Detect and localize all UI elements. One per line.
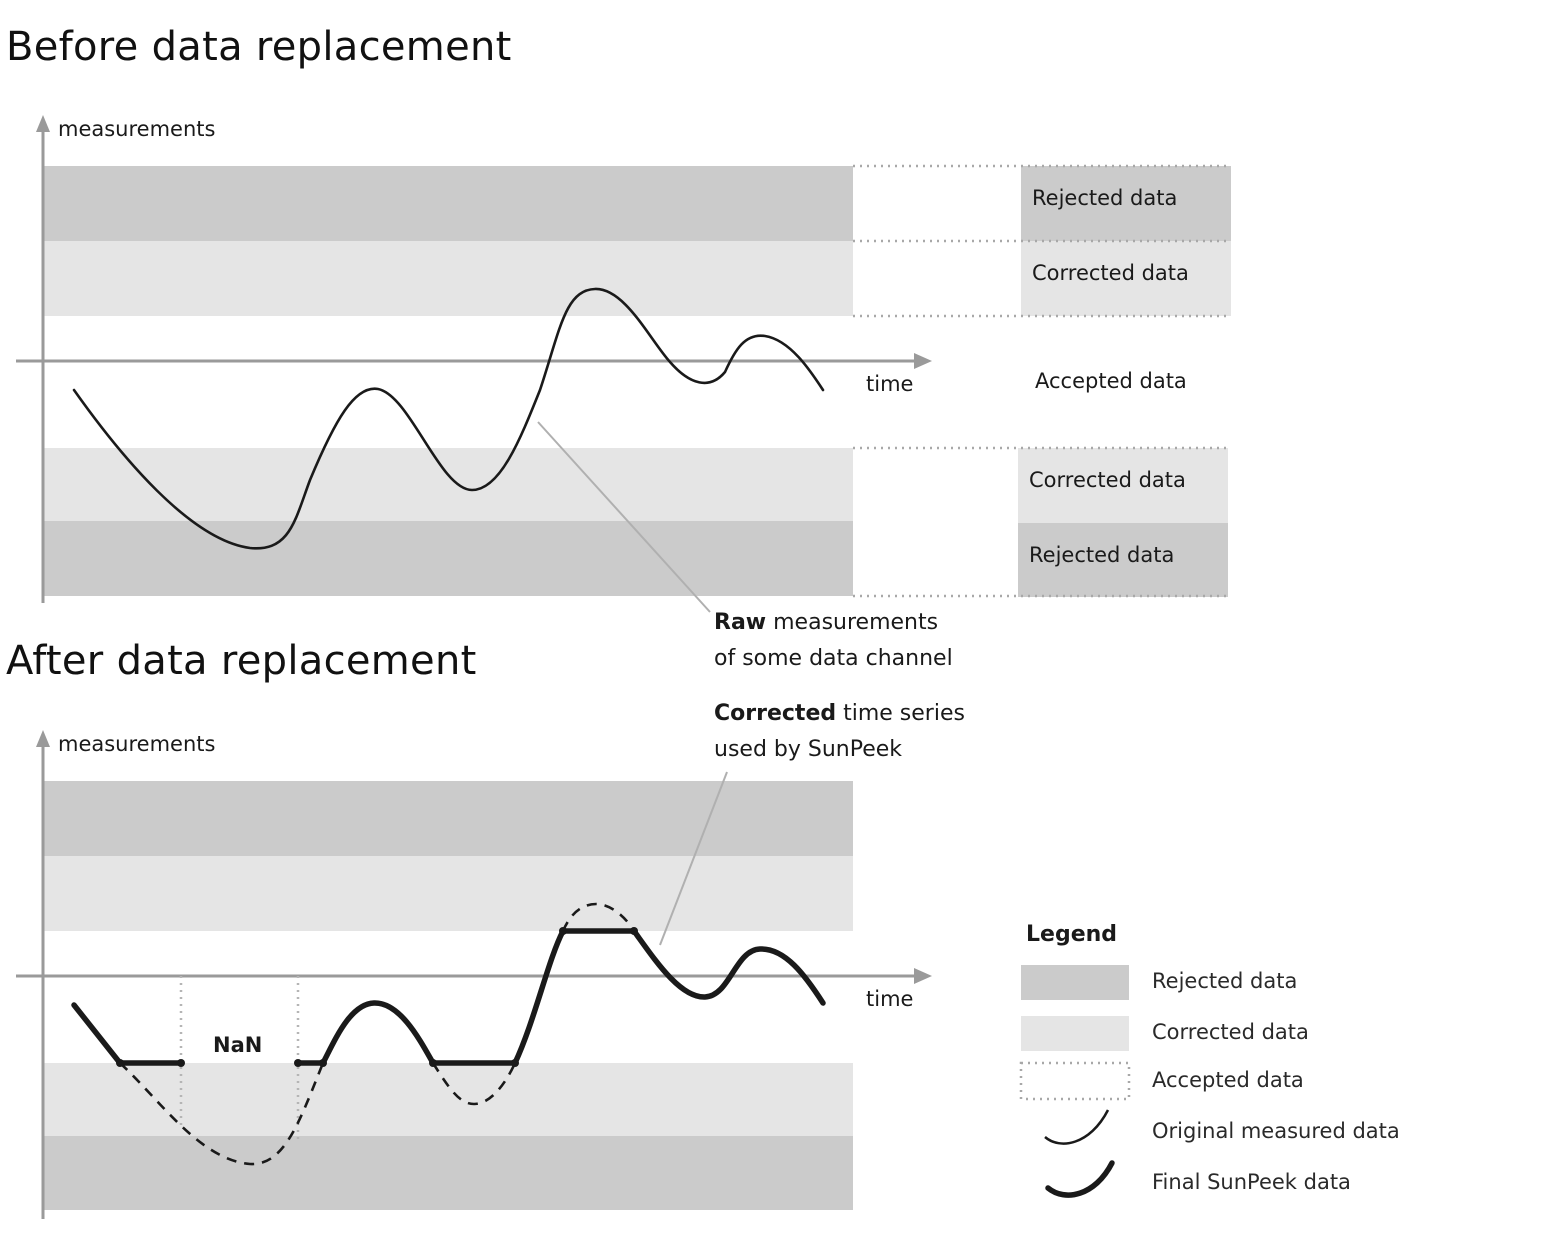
original-dashed-curves (119, 902, 636, 1166)
band-rejected-bottom (44, 521, 853, 596)
band-corrected-bottom (44, 1063, 853, 1136)
y-axis-arrow-icon (36, 115, 50, 132)
before-y-axis-label: measurements (58, 117, 216, 141)
band-rejected-bottom (44, 1136, 853, 1210)
raw-annotation-line2: of some data channel (714, 646, 953, 671)
zone-label-rejected-top: Rejected data (1032, 186, 1178, 210)
zone-label-corrected-bottom: Corrected data (1029, 468, 1186, 492)
zone-label-rejected-bottom: Rejected data (1029, 543, 1175, 567)
legend-item-accepted: Accepted data (1152, 1068, 1304, 1092)
legend-swatch-rejected (1021, 965, 1129, 1000)
dotted-separators (853, 164, 1231, 598)
corrected-annotation-rest: time series (836, 701, 965, 726)
legend-item-corrected: Corrected data (1152, 1020, 1309, 1044)
raw-leader-line (537, 421, 711, 613)
legend-thick-curve-icon (1045, 1160, 1115, 1198)
x-axis-arrow-icon (914, 968, 932, 984)
legend-title: Legend (1026, 922, 1118, 947)
x-axis-arrow-icon (914, 353, 932, 369)
corrected-leader-line (659, 771, 728, 946)
band-corrected-bottom (44, 448, 853, 521)
band-corrected-top (44, 856, 853, 931)
after-title: After data replacement (6, 638, 477, 684)
nan-boundaries (179, 976, 300, 1140)
legend-item-rejected: Rejected data (1152, 969, 1298, 993)
final-sunpeek-curve (71, 928, 826, 1066)
legend-item-final: Final SunPeek data (1152, 1170, 1351, 1194)
corrected-annotation-line2: used by SunPeek (714, 737, 903, 762)
band-corrected-top (44, 241, 853, 316)
legend-swatch-accepted (1019, 1061, 1131, 1101)
before-x-axis-label: time (866, 372, 914, 396)
y-axis-arrow-icon (36, 730, 50, 747)
zone-label-corrected-top: Corrected data (1032, 261, 1189, 285)
raw-annotation-rest: measurements (766, 610, 939, 635)
legend-item-original: Original measured data (1152, 1119, 1400, 1143)
band-rejected-top (44, 781, 853, 856)
zone-label-accepted: Accepted data (1035, 369, 1187, 393)
band-rejected-top (44, 166, 853, 241)
before-title: Before data replacement (6, 24, 512, 70)
corrected-annotation-line1: Corrected time series (714, 701, 965, 726)
raw-annotation-line1: Raw measurements (714, 610, 938, 635)
after-y-axis-label: measurements (58, 732, 216, 756)
zone-box-rejected-top (1021, 166, 1231, 241)
corrected-annotation-bold: Corrected (714, 701, 837, 726)
legend-thin-curve-icon (1044, 1109, 1110, 1145)
nan-label: NaN (213, 1033, 263, 1057)
after-chart (16, 730, 932, 1219)
zone-box-corrected-bottom (1018, 448, 1228, 523)
raw-measurement-curve (72, 287, 825, 550)
zone-box-rejected-bottom (1018, 523, 1228, 597)
zone-box-corrected-top (1021, 241, 1231, 316)
breakpoints (116, 927, 638, 1067)
after-x-axis-label: time (866, 987, 914, 1011)
raw-annotation-bold: Raw (714, 610, 767, 635)
legend-swatches (1019, 965, 1131, 1198)
legend-swatch-corrected (1021, 1016, 1129, 1051)
before-chart (16, 115, 1231, 613)
